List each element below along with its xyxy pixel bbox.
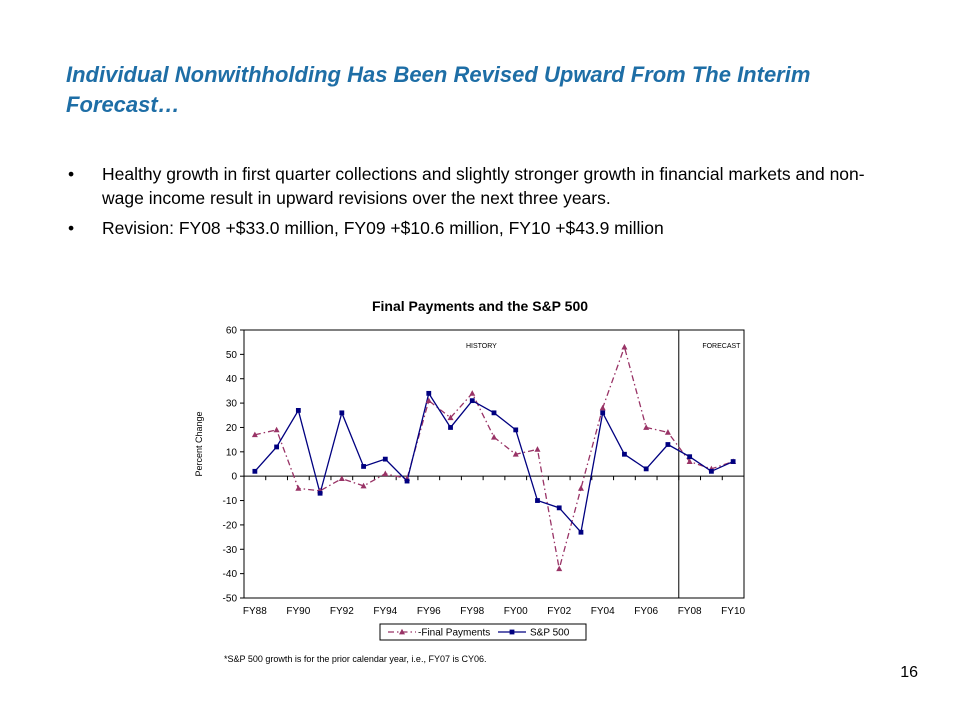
- data-point-0: [534, 446, 541, 452]
- data-point-1: [491, 410, 497, 416]
- data-point-1: [404, 478, 410, 484]
- y-tick-label: 10: [226, 447, 238, 458]
- x-tick-label: FY04: [591, 606, 615, 617]
- data-point-0: [664, 429, 671, 435]
- y-tick-label: 40: [226, 374, 238, 385]
- data-point-0: [599, 404, 606, 411]
- y-axis-label: Percent Change: [194, 411, 204, 476]
- x-tick-label: FY08: [678, 606, 702, 617]
- x-tick-label: FY88: [243, 606, 267, 617]
- data-point-1: [643, 466, 649, 472]
- data-point-1: [448, 425, 453, 430]
- bullet-text: Healthy growth in first quarter collecti…: [102, 164, 865, 208]
- data-point-0: [469, 390, 476, 396]
- x-tick-label: FY96: [417, 606, 441, 617]
- data-point-1: [252, 468, 258, 474]
- data-point-0: [556, 565, 563, 572]
- data-point-0: [360, 482, 367, 489]
- data-point-1: [469, 398, 475, 404]
- bullet-item: • Healthy growth in first quarter collec…: [68, 162, 898, 210]
- data-point-1: [556, 505, 562, 511]
- y-tick-label: 30: [226, 399, 238, 410]
- y-tick-label: -50: [223, 594, 238, 605]
- y-tick-label: -20: [223, 520, 238, 531]
- data-point-0: [295, 485, 302, 491]
- legend-swatch-marker: [509, 629, 515, 635]
- data-point-1: [382, 456, 388, 462]
- data-point-0: [577, 485, 584, 491]
- plot-frame: [243, 329, 745, 599]
- bullet-item: • Revision: FY08 +$33.0 million, FY09 +$…: [68, 216, 898, 240]
- y-tick-label: 60: [226, 326, 238, 337]
- data-point-1: [317, 490, 323, 496]
- y-tick-label: -40: [223, 569, 238, 580]
- data-point-0: [686, 458, 693, 464]
- x-tick-label: FY10: [721, 606, 745, 617]
- data-point-1: [708, 468, 714, 474]
- data-point-0: [425, 397, 432, 404]
- data-point-1: [513, 427, 519, 433]
- y-tick-label: 50: [226, 350, 238, 361]
- data-point-0: [447, 414, 454, 421]
- data-point-0: [382, 470, 389, 477]
- y-tick-label: -10: [223, 496, 238, 507]
- history-region-label: HISTORY: [466, 343, 497, 350]
- data-point-0: [512, 451, 519, 457]
- forecast-region-label: FORECAST: [702, 343, 741, 350]
- legend-swatch-marker: [399, 628, 405, 635]
- footnote: *S&P 500 growth is for the prior calenda…: [224, 654, 487, 664]
- chart-title: Final Payments and the S&P 500: [371, 298, 589, 314]
- data-point-1: [730, 459, 736, 464]
- x-tick-label: FY02: [547, 606, 571, 617]
- x-tick-label: FY06: [634, 606, 658, 617]
- data-point-1: [339, 410, 345, 416]
- data-point-1: [600, 410, 606, 416]
- bullet-dot: •: [68, 164, 75, 184]
- page-number: 16: [900, 664, 918, 681]
- line-chart: -50 -40 -30 -20 -10 0 10 20 30 40 50 60 Percent Chan…: [194, 326, 746, 641]
- data-point-1: [274, 444, 280, 450]
- data-point-1: [665, 442, 671, 447]
- x-tick-label: FY00: [504, 606, 528, 617]
- data-point-0: [338, 475, 345, 482]
- data-point-0: [643, 424, 650, 430]
- legend-box: [379, 623, 587, 641]
- x-tick-label: FY90: [286, 606, 310, 617]
- y-tick-label: 0: [231, 472, 237, 483]
- data-point-0: [491, 434, 497, 440]
- y-tick-label: 20: [226, 423, 238, 434]
- x-tick-label: FY94: [373, 606, 397, 617]
- slide-title: Individual Nonwithholding Has Been Revis…: [66, 62, 811, 117]
- data-point-1: [535, 498, 540, 503]
- data-point-1: [622, 451, 627, 457]
- bullet-text: Revision: FY08 +$33.0 million, FY09 +$10…: [102, 218, 664, 238]
- x-tick-label: FY92: [330, 606, 354, 617]
- bullet-dot: •: [68, 218, 75, 238]
- data-point-1: [578, 529, 584, 535]
- data-point-1: [687, 454, 693, 460]
- legend-label: -Final Payments: [418, 628, 490, 639]
- data-point-1: [426, 390, 432, 396]
- data-point-0: [621, 343, 628, 350]
- legend-label: S&P 500: [530, 628, 570, 639]
- data-point-0: [273, 426, 280, 433]
- series-line-0: [254, 344, 734, 569]
- data-point-1: [295, 408, 301, 413]
- data-point-1: [361, 464, 366, 469]
- bullet-list: • Healthy growth in first quarter collec…: [68, 162, 898, 246]
- x-tick-label: FY98: [460, 606, 484, 617]
- y-tick-label: -30: [223, 545, 238, 556]
- data-point-0: [251, 431, 258, 438]
